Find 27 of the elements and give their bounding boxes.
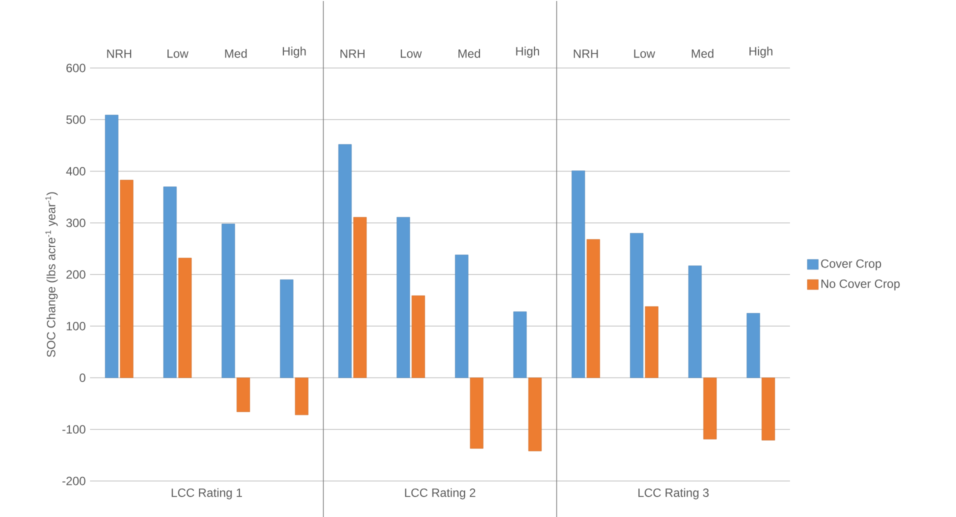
legend-label: Cover Crop bbox=[821, 259, 882, 270]
x-tick-label: Low bbox=[634, 49, 656, 58]
y-tick-label: -100 bbox=[62, 425, 86, 434]
y-tick-label: 500 bbox=[66, 115, 86, 124]
legend-label: No Cover Crop bbox=[821, 280, 900, 290]
y-tick-label: 0 bbox=[80, 374, 86, 382]
text: LCC Rating 2 bbox=[405, 488, 476, 500]
x-tick-label: High bbox=[516, 46, 540, 58]
x-tick-label: Med bbox=[458, 49, 480, 58]
x-tick-label: NRH bbox=[107, 50, 132, 58]
x-tick-label: Med bbox=[692, 49, 714, 58]
y-tick-label: 400 bbox=[66, 167, 86, 176]
x-tick-label: Low bbox=[168, 49, 188, 58]
y-tick-label: -200 bbox=[62, 476, 86, 486]
y-tick-label: 100 bbox=[66, 322, 86, 330]
text: LCC Rating 1 bbox=[172, 488, 242, 500]
x-tick-label: Low bbox=[400, 49, 422, 58]
x-tick-label: High bbox=[750, 46, 772, 58]
x-tick-label: NRH bbox=[340, 50, 364, 58]
x-tick-label: High bbox=[282, 46, 306, 58]
x-tick-label: NRH bbox=[574, 50, 598, 58]
x-tick-label: Med bbox=[225, 49, 247, 58]
text: LCC Rating 3 bbox=[638, 488, 709, 500]
y-tick-label: 600 bbox=[66, 64, 86, 72]
y-axis-title: SOC Change (lbs acre$^{-1}$ year$^{-1}$) bbox=[45, 192, 58, 357]
y-tick-label: 200 bbox=[66, 270, 86, 279]
y-tick-label: 300 bbox=[66, 218, 86, 228]
